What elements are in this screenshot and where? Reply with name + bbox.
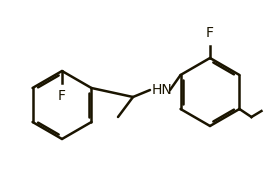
Text: F: F: [206, 26, 214, 40]
Text: F: F: [58, 89, 66, 103]
Text: HN: HN: [152, 83, 173, 97]
